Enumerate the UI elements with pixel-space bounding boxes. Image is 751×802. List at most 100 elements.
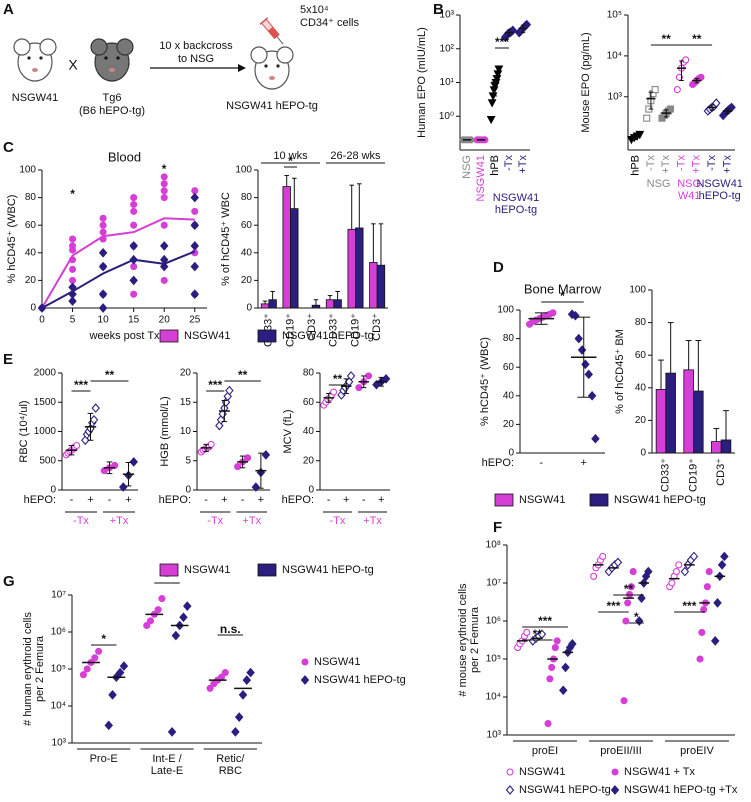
legend-swatch [257,563,277,577]
y-tick-label: 10⁵ [486,654,501,665]
data-point [146,617,155,625]
data-point [69,265,77,273]
y-axis-label: % hCD45⁺ (WBC) [479,337,491,426]
x-tick-label: + [378,494,384,506]
data-point [696,655,704,663]
legend-marker [506,768,514,776]
legend-swatch [159,563,179,577]
x-tick-label: -Tx [706,155,718,171]
y-tick-label: 10⁵ [607,10,622,21]
data-point [487,99,497,108]
x-tick-label: 10 [98,315,110,326]
y-tick-label: 20 [180,368,192,379]
group-label: 10 wks [273,150,308,162]
panel-label: C [3,139,14,156]
x-tick-label: Retic/ [216,753,245,765]
significance-label: ** [238,368,248,382]
x-tick-label: 0 [39,315,45,326]
data-point [69,242,77,250]
data-point [119,661,129,671]
group-label: hEPO-tg [699,190,741,202]
data-point [130,221,138,229]
data-point [91,654,99,662]
data-point [561,662,570,673]
x-axis-label: weeks post Tx [88,330,160,342]
x-tick-label: CD19⁺ [349,313,361,347]
mouse-icon [250,46,294,90]
y-tick-label: 10⁴ [486,692,501,703]
data-point [190,192,200,203]
y-tick-label: 10 [180,426,192,437]
y-tick-label: 100 [629,285,646,296]
y-tick-label: 80 [25,192,37,203]
data-point [355,384,363,392]
y-tick-label: 0 [308,485,314,496]
data-point [549,309,557,317]
x-tick-label: proEII/III [600,745,642,757]
legend-swatch [589,493,609,507]
data-point [635,130,645,140]
legend-swatch [159,329,179,343]
data-point [622,617,630,625]
legend-label: NSGW41 hEPO-tg +Tx [624,784,738,796]
y-axis-label: MCV (fL) [282,410,294,454]
y-axis-label: % of hCD45⁺ WBC [220,192,232,286]
x-tick-label: Late-E [151,765,183,777]
x-tick-label: -Tx [645,155,657,171]
y-tick-label: 20 [503,419,515,430]
y-tick-label: 60 [303,397,315,408]
y-axis-label: per 2 Femura [469,606,481,673]
data-point [225,385,234,396]
bar [720,439,732,454]
y-tick-label: 0 [640,448,646,459]
group-label: W41 [678,190,701,202]
data-point [613,557,623,568]
y-tick-label: 20 [635,415,647,426]
data-point [584,369,593,380]
mouse-icon [13,38,57,82]
bar [665,372,676,454]
significance-label: * [165,570,170,584]
data-point [108,690,117,700]
y-tick-label: 10⁴ [51,701,66,712]
significance-label: *** [208,378,222,392]
data-point [99,221,107,229]
y-tick-label: 60 [503,362,515,373]
legend-label: NSGW41 hEPO-tg [282,330,374,342]
data-point [559,685,568,696]
legend-label: NSGW41 [519,766,565,778]
data-point [98,289,108,300]
x-tick-label: 5 [70,315,76,326]
data-point [675,561,683,569]
data-point [666,105,674,113]
significance-label: ** [333,372,343,386]
y-axis-label: # human erythroid cells [22,612,34,726]
legend-label: NSGW41 hEPO-tg [519,784,611,796]
y-tick-label: 60 [241,220,253,231]
data-point [143,621,151,630]
chart-title: Bone Marrow [524,281,602,296]
data-point [627,583,635,591]
diagram-label: to NSG [178,53,214,65]
data-point [179,612,188,623]
data-point [79,671,87,679]
bar [282,186,291,309]
x-tick-label: -Tx [675,155,687,171]
bar [290,208,299,309]
data-point [191,207,199,215]
y-axis-label: Mouse EPO (pg/mL) [580,32,592,132]
data-point [206,684,214,692]
y-tick-label: 60 [25,220,37,231]
significance-label: * [162,162,167,176]
y-tick-label: 10⁶ [51,627,66,638]
x-tick-label: 20 [159,315,171,326]
y-tick-label: 15 [180,397,192,408]
x-tick-label: + [343,494,349,506]
x-axis-label: hEPO: [24,494,56,506]
data-point [544,720,552,728]
y-tick-label: 100 [235,165,252,176]
y-tick-label: 0 [246,303,252,314]
y-tick-label: 5 [185,455,191,466]
diagram-label: 10 x backcross [159,40,233,52]
data-point [83,665,91,673]
